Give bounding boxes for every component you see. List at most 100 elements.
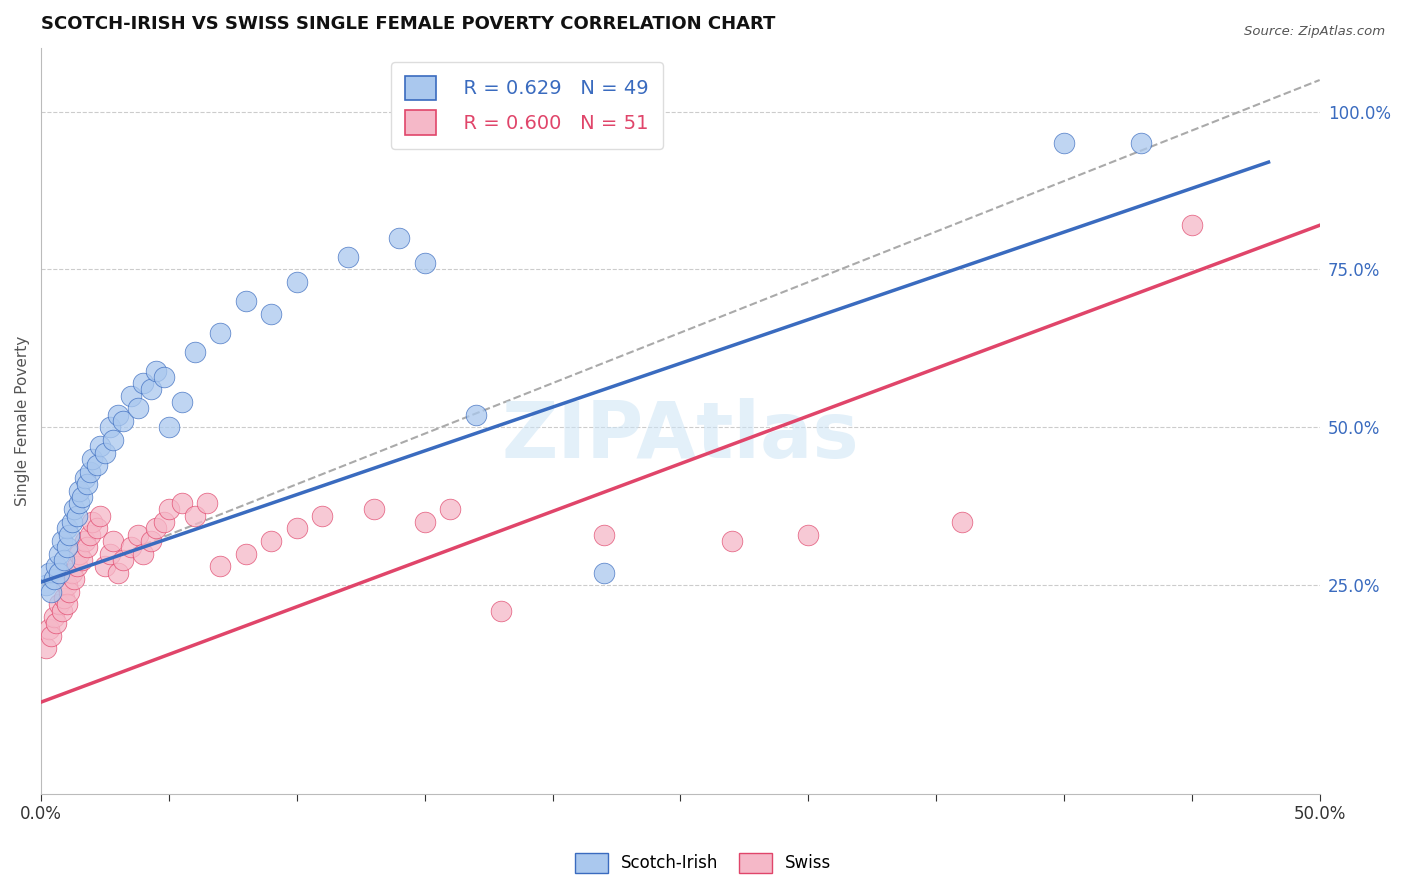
Text: SCOTCH-IRISH VS SWISS SINGLE FEMALE POVERTY CORRELATION CHART: SCOTCH-IRISH VS SWISS SINGLE FEMALE POVE… — [41, 15, 776, 33]
Point — [413, 256, 436, 270]
Point — [58, 584, 80, 599]
Point — [66, 559, 89, 574]
Point — [157, 420, 180, 434]
Point — [195, 496, 218, 510]
Point — [69, 496, 91, 510]
Point — [388, 231, 411, 245]
Point — [120, 389, 142, 403]
Legend:   R = 0.629   N = 49,   R = 0.600   N = 51: R = 0.629 N = 49, R = 0.600 N = 51 — [391, 62, 662, 149]
Point — [170, 395, 193, 409]
Point — [98, 420, 121, 434]
Point — [89, 439, 111, 453]
Point — [157, 502, 180, 516]
Point — [413, 515, 436, 529]
Point — [79, 465, 101, 479]
Point — [53, 553, 76, 567]
Point — [82, 452, 104, 467]
Point — [145, 363, 167, 377]
Point — [950, 515, 973, 529]
Point — [183, 508, 205, 523]
Point — [58, 527, 80, 541]
Point — [285, 275, 308, 289]
Point — [720, 534, 742, 549]
Point — [69, 547, 91, 561]
Point — [42, 572, 65, 586]
Point — [127, 527, 149, 541]
Point — [132, 547, 155, 561]
Point — [53, 591, 76, 605]
Point — [1181, 219, 1204, 233]
Point — [209, 326, 232, 340]
Point — [60, 515, 83, 529]
Point — [111, 414, 134, 428]
Point — [491, 603, 513, 617]
Point — [107, 408, 129, 422]
Point — [132, 376, 155, 391]
Point — [73, 471, 96, 485]
Point — [35, 641, 58, 656]
Point — [66, 508, 89, 523]
Point — [592, 527, 614, 541]
Point — [55, 597, 77, 611]
Point — [170, 496, 193, 510]
Point — [101, 534, 124, 549]
Point — [76, 477, 98, 491]
Point — [464, 408, 486, 422]
Point — [38, 566, 60, 580]
Point — [235, 547, 257, 561]
Point — [45, 616, 67, 631]
Point — [183, 344, 205, 359]
Point — [63, 502, 86, 516]
Point — [94, 445, 117, 459]
Point — [153, 369, 176, 384]
Point — [48, 566, 70, 580]
Point — [70, 490, 93, 504]
Point — [48, 597, 70, 611]
Point — [139, 534, 162, 549]
Point — [86, 521, 108, 535]
Point — [86, 458, 108, 473]
Point — [145, 521, 167, 535]
Point — [45, 559, 67, 574]
Point — [48, 547, 70, 561]
Point — [35, 578, 58, 592]
Point — [363, 502, 385, 516]
Legend: Scotch-Irish, Swiss: Scotch-Irish, Swiss — [568, 847, 838, 880]
Point — [60, 566, 83, 580]
Point — [101, 433, 124, 447]
Point — [42, 610, 65, 624]
Point — [107, 566, 129, 580]
Point — [285, 521, 308, 535]
Point — [51, 603, 73, 617]
Point — [153, 515, 176, 529]
Point — [89, 508, 111, 523]
Point — [311, 508, 333, 523]
Point — [55, 578, 77, 592]
Point — [41, 584, 63, 599]
Point — [235, 294, 257, 309]
Point — [79, 527, 101, 541]
Point — [336, 250, 359, 264]
Point — [73, 534, 96, 549]
Point — [1053, 136, 1076, 151]
Point — [592, 566, 614, 580]
Point — [63, 572, 86, 586]
Point — [51, 534, 73, 549]
Point — [260, 534, 283, 549]
Point — [69, 483, 91, 498]
Point — [260, 307, 283, 321]
Point — [76, 541, 98, 555]
Text: Source: ZipAtlas.com: Source: ZipAtlas.com — [1244, 25, 1385, 38]
Y-axis label: Single Female Poverty: Single Female Poverty — [15, 336, 30, 506]
Point — [439, 502, 461, 516]
Point — [70, 553, 93, 567]
Point — [38, 623, 60, 637]
Point — [209, 559, 232, 574]
Point — [1129, 136, 1152, 151]
Point — [55, 541, 77, 555]
Point — [139, 383, 162, 397]
Point — [55, 521, 77, 535]
Point — [127, 401, 149, 416]
Point — [797, 527, 820, 541]
Point — [41, 629, 63, 643]
